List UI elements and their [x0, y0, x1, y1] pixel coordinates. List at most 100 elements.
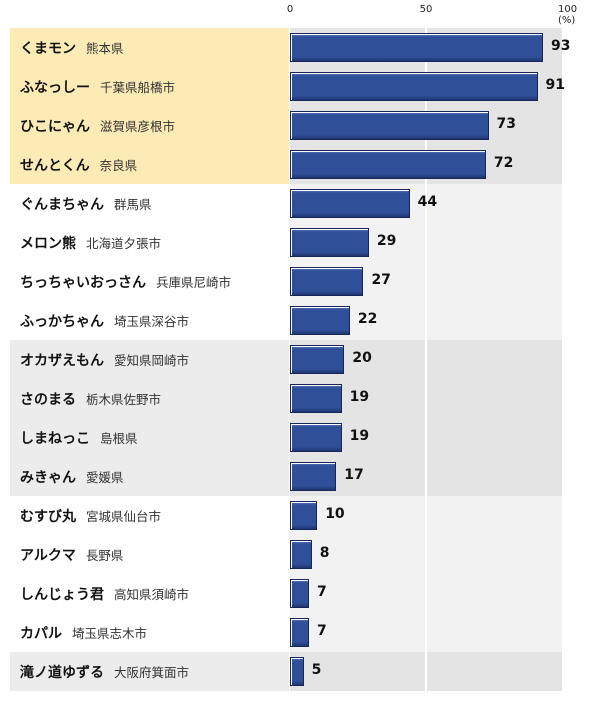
data-label: 73 [496, 116, 517, 132]
bar [290, 540, 312, 569]
bar-row: さのまる 栃木県佐野市 19 [10, 379, 562, 418]
row-label: ちっちゃいおっさん 兵庫県尼崎市 [10, 262, 289, 301]
bar-row: オカザえもん 愛知県岡崎市 20 [10, 340, 562, 379]
bar [290, 657, 304, 686]
bar [290, 111, 489, 140]
bar [290, 72, 538, 101]
character-name: ちっちゃいおっさん [20, 274, 146, 291]
bar-row: カパル 埼玉県志木市 7 [10, 613, 562, 652]
gridline-50 [425, 496, 427, 535]
bar [290, 423, 342, 452]
row-label: ふっかちゃん 埼玉県深谷市 [10, 301, 289, 340]
data-label: 17 [344, 467, 364, 483]
row-label: くまモン 熊本県 [10, 28, 289, 67]
prefecture-label: 愛媛県 [86, 470, 124, 485]
gridline-50 [425, 535, 427, 574]
row-label: ふなっしー 千葉県船橋市 [10, 67, 289, 106]
data-label: 27 [371, 272, 391, 288]
prefecture-label: 奈良県 [99, 158, 138, 173]
bar [290, 384, 342, 413]
bar [290, 618, 310, 647]
bar-row: メロン熊 北海道夕張市 29 [10, 223, 562, 262]
plot-background [290, 496, 562, 535]
character-name: 滝ノ道ゆずる [20, 664, 104, 681]
character-name: しんじょう君 [20, 586, 104, 603]
bar-row: しまねっこ 島根県 19 [10, 418, 562, 457]
prefecture-label: 北海道夕張市 [86, 236, 162, 251]
prefecture-label: 熊本県 [86, 41, 124, 56]
data-label: 5 [311, 662, 322, 678]
character-name: さのまる [20, 391, 76, 408]
character-name: みきゃん [20, 469, 76, 486]
prefecture-label: 愛知県岡崎市 [114, 353, 190, 368]
row-label: カパル 埼玉県志木市 [10, 613, 289, 652]
bar [290, 267, 364, 296]
character-name: アルクマ [20, 547, 76, 564]
data-label: 91 [545, 77, 565, 93]
bar [290, 228, 369, 257]
gridline-50 [425, 379, 427, 418]
prefecture-label: 兵庫県尼崎市 [156, 275, 232, 290]
prefecture-label: 大阪府箕面市 [114, 665, 190, 680]
data-label: 7 [317, 584, 327, 600]
bar [290, 150, 486, 179]
row-label: ひこにゃん 滋賀県彦根市 [10, 106, 289, 145]
prefecture-label: 埼玉県深谷市 [114, 314, 190, 329]
prefecture-label: 高知県須崎市 [114, 587, 190, 602]
prefecture-label: 宮城県仙台市 [86, 509, 162, 524]
character-name: ふっかちゃん [20, 313, 104, 330]
data-label: 7 [317, 623, 327, 639]
bar [290, 306, 350, 335]
bar-row: むすび丸 宮城県仙台市 10 [10, 496, 562, 535]
bar-row: ちっちゃいおっさん 兵庫県尼崎市 27 [10, 262, 562, 301]
bar-row: せんとくん 奈良県 72 [10, 145, 562, 184]
character-name: メロン熊 [20, 235, 76, 252]
character-name: ひこにゃん [20, 118, 90, 135]
data-label: 29 [376, 233, 397, 249]
bar-row: アルクマ 長野県 8 [10, 535, 562, 574]
prefecture-label: 群馬県 [114, 197, 152, 212]
data-label: 20 [352, 350, 372, 366]
plot-background [290, 574, 562, 613]
prefecture-label: 滋賀県彦根市 [100, 119, 176, 134]
data-label: 19 [349, 389, 370, 405]
gridline-50 [425, 613, 427, 652]
x-tick-label: 0 [286, 4, 294, 15]
data-label: 93 [550, 38, 571, 54]
row-label: アルクマ 長野県 [10, 535, 289, 574]
row-label: みきゃん 愛媛県 [10, 457, 289, 496]
row-label: さのまる 栃木県佐野市 [10, 379, 289, 418]
gridline-50 [425, 184, 427, 223]
character-name: カパル [20, 625, 62, 642]
bar [290, 462, 337, 491]
gridline-50 [425, 652, 427, 691]
row-label: むすび丸 宮城県仙台市 [10, 496, 289, 535]
row-label: しんじょう君 高知県須崎市 [10, 574, 289, 613]
character-name: ぐんまちゃん [20, 196, 104, 213]
plot-background [290, 613, 562, 652]
x-tick-label: 100 (%) [558, 4, 578, 26]
bar-row: しんじょう君 高知県須崎市 7 [10, 574, 562, 613]
gridline-50 [425, 301, 427, 340]
data-label: 72 [493, 155, 514, 171]
gridline-50 [425, 262, 427, 301]
bar-row: みきゃん 愛媛県 17 [10, 457, 562, 496]
plot-background [290, 652, 562, 691]
row-label: 滝ノ道ゆずる 大阪府箕面市 [10, 652, 289, 691]
row-label: メロン熊 北海道夕張市 [10, 223, 289, 262]
data-label: 19 [349, 428, 370, 444]
character-name: せんとくん [20, 157, 90, 174]
data-label: 44 [417, 194, 438, 210]
x-tick-label: 50 [419, 4, 433, 15]
bar [290, 501, 318, 530]
row-label: せんとくん 奈良県 [10, 145, 289, 184]
prefecture-label: 千葉県船橋市 [100, 80, 176, 95]
prefecture-label: 長野県 [85, 548, 124, 563]
character-name: オカザえもん [20, 352, 104, 369]
data-label: 22 [357, 311, 378, 327]
plot-background [290, 535, 562, 574]
character-name: くまモン [20, 40, 76, 57]
bar [290, 345, 345, 374]
bar-row: ふっかちゃん 埼玉県深谷市 22 [10, 301, 562, 340]
bar-row: ぐんまちゃん 群馬県 44 [10, 184, 562, 223]
